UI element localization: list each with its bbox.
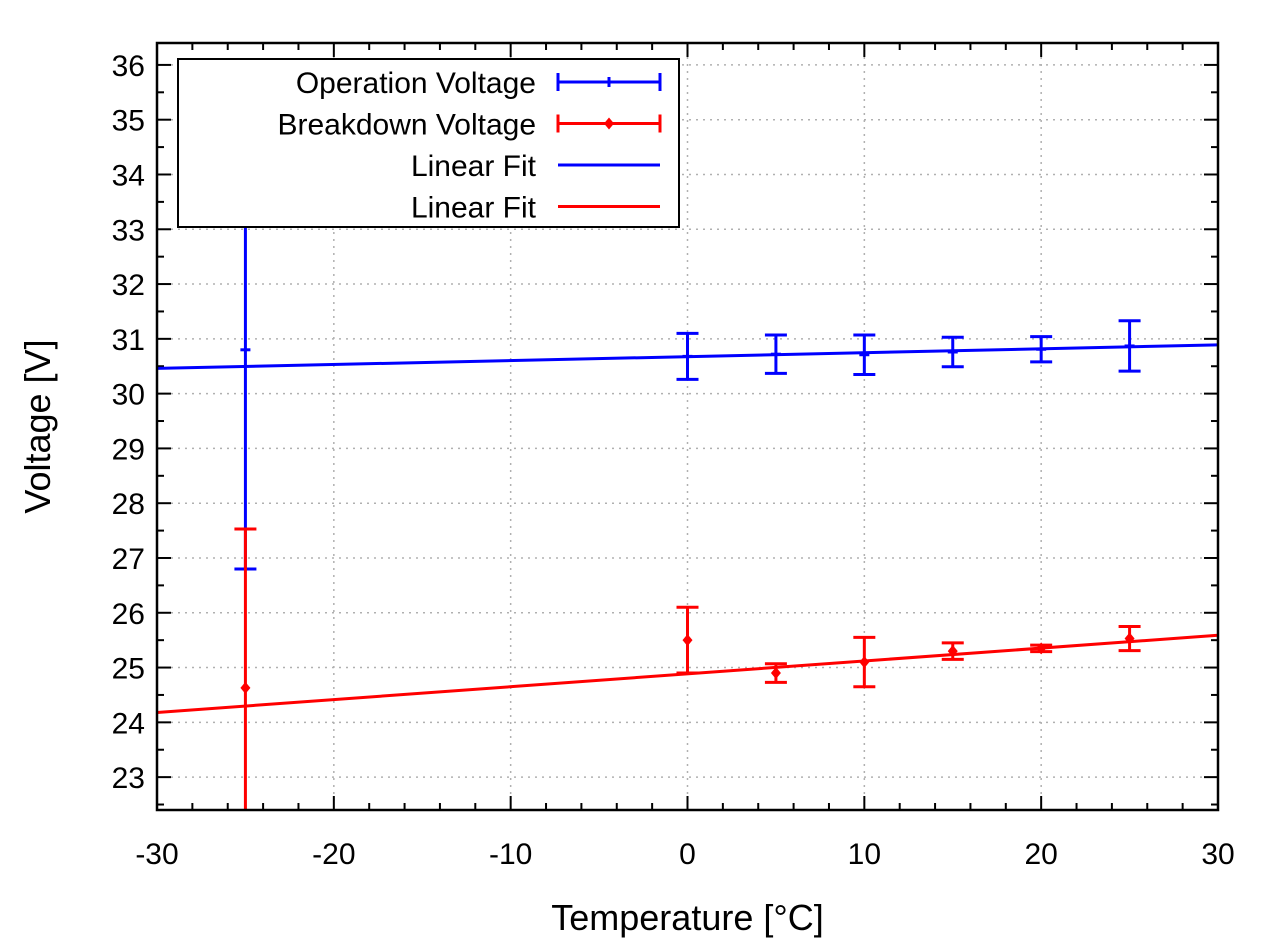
y-tick-label: 24 — [112, 707, 145, 740]
legend: Operation Voltage Breakdown Voltage Linear… — [177, 58, 680, 228]
y-tick-label: 34 — [112, 159, 145, 192]
y-tick-label: 35 — [112, 105, 145, 138]
plot-series — [157, 129, 1218, 810]
y-tick-label: 33 — [112, 214, 145, 247]
x-tick-label: 20 — [1024, 838, 1057, 871]
y-tick-label: 23 — [112, 762, 145, 795]
series-2 — [157, 343, 1218, 370]
y-tick-label: 27 — [112, 543, 145, 576]
legend-label: Linear Fit — [411, 192, 537, 225]
legend-marker — [604, 117, 614, 130]
y-tick-label: 30 — [112, 379, 145, 412]
x-tick-label: 0 — [679, 838, 696, 871]
x-tick-label: 10 — [848, 838, 881, 871]
x-tick-label: -20 — [312, 838, 355, 871]
x-tick-label: -10 — [489, 838, 532, 871]
data-point — [682, 634, 693, 647]
x-tick-label: -30 — [135, 838, 178, 871]
y-tick-label: 36 — [112, 50, 145, 83]
y-axis-title: Voltage [V] — [17, 339, 58, 513]
legend-label: Linear Fit — [411, 150, 537, 183]
y-tick-label: 28 — [112, 488, 145, 521]
y-tick-label: 32 — [112, 269, 145, 302]
series-3 — [157, 633, 1218, 714]
y-tick-label: 25 — [112, 653, 145, 686]
y-tick-label: 29 — [112, 433, 145, 466]
x-tick-labels: -30 -20 -10 0 10 20 30 — [135, 838, 1234, 871]
data-point — [240, 681, 251, 694]
x-axis-title: Temperature [°C] — [551, 897, 824, 938]
legend-box — [177, 58, 680, 228]
y-tick-label: 26 — [112, 598, 145, 631]
fit-line — [157, 343, 1218, 370]
x-tick-label: 30 — [1201, 838, 1234, 871]
legend-label: Operation Voltage — [296, 67, 536, 100]
legend-label: Breakdown Voltage — [277, 109, 536, 142]
y-tick-label: 31 — [112, 324, 145, 357]
fit-line — [157, 633, 1218, 714]
y-tick-labels: 23 24 25 26 27 28 29 30 31 32 33 34 35 36 — [112, 50, 145, 795]
plot-frame — [155, 41, 1220, 812]
data-point — [770, 667, 781, 680]
